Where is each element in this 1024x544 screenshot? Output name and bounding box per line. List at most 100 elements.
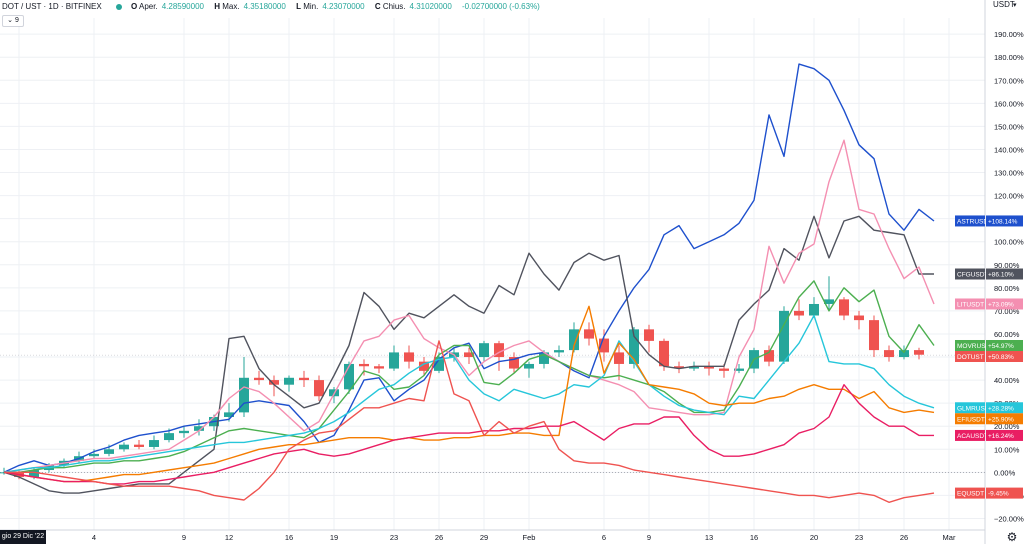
series-value: +108.14% [988,218,1018,225]
candle-body [29,470,39,477]
low-text: Min. [303,2,319,11]
candle-body [569,329,579,351]
candle-body [599,338,609,353]
crosshair-date-badge: gio 29 Dic '22 [0,530,46,544]
y-tick-label: 80.00% [994,284,1020,293]
candle-body [839,299,849,316]
series-value: -9.45% [988,491,1009,498]
candle-body [734,368,744,371]
x-tick-label: 13 [705,533,713,542]
y-tick-label: 0.00% [994,468,1016,477]
series-value-tag [986,413,1023,425]
x-tick-label: 23 [855,533,863,542]
candle-body [674,366,684,369]
series-name-tag [955,215,985,227]
series-tags: ASTRUSDT+108.14% CFGUSDT +86.10% LITUSDT +73… [955,215,1023,499]
candle-body [614,352,624,364]
close-label: C [374,2,381,11]
series-line [3,139,935,473]
candle-body [869,320,879,351]
x-tick-label: Feb [523,533,536,542]
series-line [3,314,935,473]
x-tick-label: 16 [750,533,758,542]
low-label: L [296,2,301,11]
candle-body [764,350,774,362]
candle-body [434,357,444,371]
candle-body [179,430,189,434]
candle-body [239,377,249,413]
x-tick-label: 26 [900,533,908,542]
y-tick-label: 70.00% [994,307,1020,316]
change-value: -0.02700000 (-0.63%) [462,2,540,11]
series-value-tag [986,350,1023,362]
y-tick-label: 100.00% [994,238,1024,247]
candle-body [524,363,534,369]
candle-body [644,329,654,341]
x-tick-label: 6 [602,533,606,542]
y-tick-label: 20.00% [994,422,1020,431]
y-tick-label: 150.00% [994,122,1024,131]
gear-icon[interactable]: ⚙ [1006,530,1018,544]
candle-body [359,363,369,367]
candle-body [509,357,519,369]
series-value: +86.10% [988,272,1014,279]
y-tick-label: 190.00% [994,30,1024,39]
series-name: CFGUSDT [957,272,988,279]
low-value: 4.23070000 [322,2,365,11]
x-tick-label: 9 [647,533,651,542]
candle-body [344,363,354,390]
candle-body [539,352,549,364]
x-tick-label: Mar [943,533,956,542]
candle-body [269,380,279,385]
indicators-collapse-button[interactable]: ⌄ 9 [2,15,24,27]
series-name-tag [955,429,985,441]
grid-lines [0,0,986,544]
series-value: +50.83% [988,354,1014,361]
ohlc-values: O Aper. 4.28590000 H Max. 4.35180000 L Min… [131,0,544,14]
series-name: LITUSDT [957,301,984,308]
chevron-down-icon: ▾ [1013,2,1017,9]
candle-body [704,366,714,369]
candle-body [689,366,699,369]
y-tick-label: 90.00% [994,261,1020,270]
high-label: H [214,2,220,11]
series-name-tag [955,339,985,351]
x-tick-label: 16 [285,533,293,542]
x-tick-label: 20 [810,533,818,542]
y-axis: USDT▾−20.00%−10.00%0.00%10.00%20.00%30.0… [993,0,1024,523]
series-line [3,63,935,473]
candle-body [194,426,204,431]
y-tick-label: 130.00% [994,169,1024,178]
series-name: EQUSDT [957,491,984,498]
series-name-tag [955,298,985,310]
candle-body [464,352,474,358]
candle-body [824,299,834,304]
candle-body [254,377,264,381]
x-tick-label: 19 [330,533,338,542]
series-value: +54.97% [988,343,1014,350]
candle-body [884,350,894,358]
series-line [3,305,935,483]
candle-body [404,352,414,362]
candle-body [854,315,864,321]
x-tick-label: 23 [390,533,398,542]
series-value: +16.24% [988,433,1014,440]
symbol-title[interactable]: DOT / UST · 1D · BITFINEX [2,2,102,11]
high-text: Max. [222,2,240,11]
series-value-tag [986,429,1023,441]
candle-body [809,303,819,316]
series-name: MOVRUSDT [957,343,994,350]
y-unit-label: USDT [993,0,1015,9]
series-line [3,215,934,494]
series-value-tag [986,215,1023,227]
y-tick-label: 180.00% [994,53,1024,62]
y-tick-label: 60.00% [994,330,1020,339]
x-tick-label: 9 [182,533,186,542]
series-value-tag [986,402,1023,414]
series-value-tag [986,339,1023,351]
candle-body [314,380,324,397]
candle-body [164,433,174,441]
series-value-tag [986,268,1023,280]
y-tick-label: 160.00% [994,99,1024,108]
